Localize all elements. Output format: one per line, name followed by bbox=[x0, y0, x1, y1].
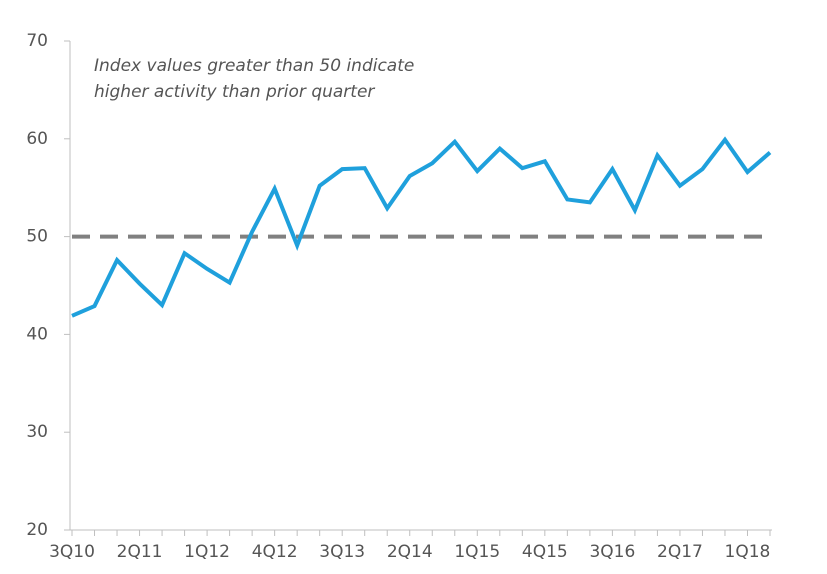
y-tick-label: 20 bbox=[26, 520, 48, 540]
x-tick-label: 4Q15 bbox=[522, 542, 568, 562]
x-tick-label: 3Q10 bbox=[49, 542, 95, 562]
y-tick-label: 60 bbox=[26, 129, 48, 149]
series-line bbox=[71, 136, 772, 318]
annotation: Index values greater than 50 indicate bbox=[94, 56, 414, 76]
x-tick-label: 2Q17 bbox=[657, 542, 703, 562]
x-tick-label: 3Q16 bbox=[589, 542, 635, 562]
y-tick-label: 40 bbox=[26, 324, 48, 344]
x-tick-label: 4Q12 bbox=[252, 542, 298, 562]
x-tick-label: 3Q13 bbox=[319, 542, 365, 562]
annotation: higher activity than prior quarter bbox=[94, 82, 375, 102]
x-tick-label: 2Q11 bbox=[117, 542, 163, 562]
x-tick-label: 1Q12 bbox=[184, 542, 230, 562]
x-tick-label: 1Q18 bbox=[725, 542, 771, 562]
x-tick-label: 1Q15 bbox=[454, 542, 500, 562]
y-tick-label: 50 bbox=[26, 227, 48, 247]
y-tick-label: 30 bbox=[26, 422, 48, 442]
x-tick-label: 2Q14 bbox=[387, 542, 433, 562]
y-tick-label: 70 bbox=[26, 31, 48, 51]
